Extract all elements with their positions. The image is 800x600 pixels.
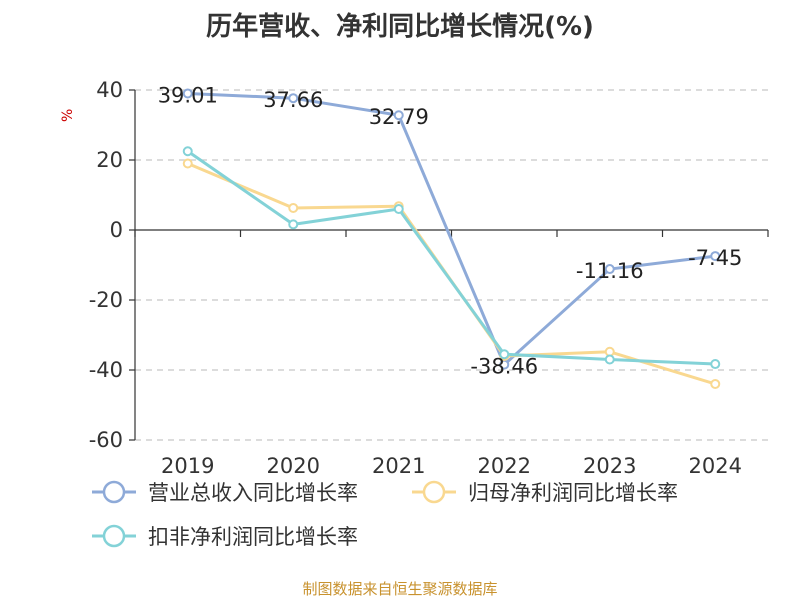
series-line-3 (186, 150, 716, 366)
x-tick-label: 2021 (372, 454, 425, 478)
y-tick-label: 40 (96, 78, 123, 102)
legend-marker (102, 480, 126, 504)
legend-marker (422, 480, 446, 504)
series-1-point (182, 88, 193, 99)
data-label: -7.45 (688, 246, 742, 270)
data-label: 32.79 (369, 105, 429, 129)
data-label: -11.16 (576, 259, 644, 283)
series-3-point (393, 204, 404, 214)
series-3-point (182, 146, 193, 157)
x-tick-label: 2019 (161, 454, 214, 478)
y-tick-label: -60 (89, 428, 123, 452)
series-1-point (604, 264, 615, 275)
x-tick-label: 2020 (267, 454, 320, 478)
y-tick-label: -40 (89, 358, 123, 382)
y-tick-label: -20 (89, 288, 123, 312)
legend-label-2: 归母净利润同比增长率 (468, 481, 678, 505)
legend-marker (102, 524, 126, 548)
data-label: -38.46 (470, 355, 538, 379)
series-1-point (288, 93, 299, 104)
series-1-point (710, 251, 721, 262)
y-tick-label: 20 (96, 148, 123, 172)
legend-label-3: 扣非净利润同比增长率 (148, 525, 358, 549)
data-label: 37.66 (263, 88, 323, 112)
series-1-point (393, 110, 404, 121)
data-source-note: 制图数据来自恒生聚源数据库 (302, 580, 498, 598)
x-tick-label: 2024 (689, 454, 742, 478)
series-line-1 (187, 91, 716, 367)
series-3-point (710, 359, 721, 370)
data-label: 39.01 (158, 83, 218, 107)
series-3-point (288, 219, 299, 230)
series-2-point (288, 202, 299, 213)
x-tick-label: 2022 (478, 454, 531, 478)
series-3-point (604, 354, 615, 365)
x-tick-label: 2023 (583, 454, 636, 478)
series-3-point (499, 349, 510, 360)
series-2-point (710, 379, 721, 389)
series-2-point (182, 158, 193, 169)
legend-label-1: 营业总收入同比增长率 (148, 481, 358, 505)
chart-title: 历年营收、净利同比增长情况(%) (206, 12, 594, 42)
y-tick-label: 0 (110, 218, 123, 242)
